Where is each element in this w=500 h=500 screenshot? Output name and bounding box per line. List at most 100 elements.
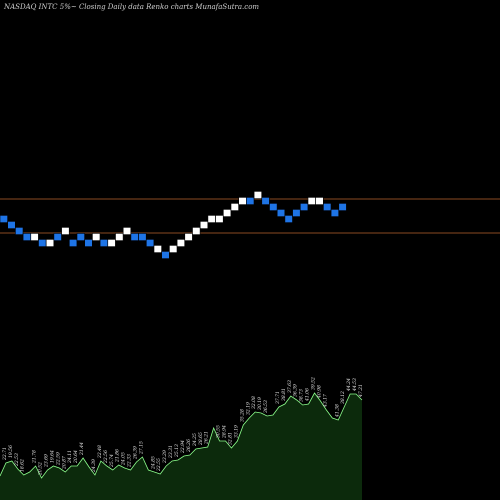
renko-brick: [199, 221, 209, 229]
volume-label: 47.21: [358, 384, 364, 398]
renko-brick: [122, 227, 132, 235]
renko-brick: [284, 215, 293, 223]
renko-brick: [22, 233, 32, 241]
renko-brick: [299, 203, 309, 211]
volume-label: 20.52: [38, 462, 44, 476]
volume-label: 43.17: [322, 394, 328, 408]
renko-brick: [138, 233, 147, 241]
renko-brick: [115, 233, 124, 241]
renko-brick: [253, 191, 263, 199]
renko-brick: [261, 197, 270, 205]
volume-label: 25.13: [174, 444, 180, 458]
volume-label: 38.12: [340, 391, 346, 404]
volume-label: 38.81: [281, 388, 287, 401]
volume-label: 23.31: [168, 445, 174, 459]
renko-brick: [0, 215, 8, 223]
renko-brick: [38, 239, 47, 247]
renko-brick: [84, 239, 93, 247]
renko-brick: [76, 233, 85, 241]
volume-label: 19.64: [49, 450, 55, 463]
renko-bricks: [0, 191, 347, 259]
volume-label: 30.55: [216, 425, 222, 438]
volume-label: 24.25: [192, 433, 198, 447]
renko-brick: [207, 215, 216, 223]
volume-label: 24.39: [91, 459, 97, 473]
volume-label: 44.53: [352, 378, 358, 392]
volume-label: 28.65: [198, 432, 204, 446]
volume-label: 26.26: [186, 439, 192, 453]
volume-label: 35.28: [239, 409, 245, 422]
volume-label: 21.78: [32, 450, 38, 464]
renko-brick: [292, 209, 301, 217]
volume-label: 39.52: [311, 377, 317, 390]
volume-label: 18.62: [20, 459, 26, 472]
renko-brick: [330, 209, 340, 217]
renko-brick: [15, 227, 24, 235]
renko-brick: [161, 251, 170, 259]
renko-brick: [184, 233, 193, 241]
volume-label: 24.05: [121, 452, 127, 466]
renko-brick: [69, 239, 78, 247]
renko-brick: [53, 233, 62, 241]
volume-label: 26.39: [132, 446, 138, 460]
volume-label: 16.88: [0, 460, 2, 473]
volume-label: 23.69: [43, 454, 49, 468]
renko-brick: [146, 239, 155, 247]
volume-label: 22.56: [103, 450, 109, 464]
volume-label: 33.19: [233, 425, 239, 438]
volume-label: 22.59: [55, 452, 61, 466]
renko-brick: [269, 203, 278, 211]
volume-label: 21.44: [79, 442, 85, 456]
renko-brick: [92, 233, 101, 241]
volume-label: 22.55: [156, 458, 162, 472]
renko-brick: [323, 203, 332, 211]
volume-label: 21.86: [115, 449, 121, 463]
renko-brick: [230, 203, 239, 211]
renko-brick: [30, 233, 39, 241]
volume-label: 44.24: [346, 378, 352, 392]
volume-label: 22.94: [180, 440, 186, 454]
renko-brick: [307, 197, 316, 205]
renko-brick: [276, 209, 286, 217]
chart-title: NASDAQ INTC 5%~ Closing Daily data Renko…: [3, 3, 259, 11]
volume-label: 24.85: [150, 456, 156, 470]
renko-brick: [223, 209, 232, 217]
renko-brick: [107, 239, 116, 247]
renko-brick: [7, 221, 16, 229]
renko-brick: [215, 215, 224, 223]
volume-label: 23.29: [162, 450, 168, 464]
volume-label: 22.53: [14, 453, 20, 467]
renko-brick: [45, 239, 55, 247]
volume-label: 40.98: [316, 385, 322, 399]
renko-brick: [338, 203, 347, 211]
volume-label: 37.63: [287, 380, 293, 393]
volume-label: 20.87: [61, 456, 67, 470]
volume-label: 27.15: [138, 441, 144, 455]
renko-brick: [246, 197, 255, 205]
volume-label: 32.81: [227, 432, 233, 445]
renko-brick: [153, 245, 162, 253]
volume-label: 20.64: [73, 450, 79, 464]
volume-label: 32.19: [245, 402, 251, 415]
volume-label: 28.94: [222, 425, 228, 439]
volume-label: 25.74: [109, 454, 115, 468]
renko-brick: [61, 227, 70, 235]
volume-label: 41.06: [305, 388, 311, 402]
volume-label: 22.71: [2, 447, 8, 461]
volume-line: [0, 392, 363, 479]
renko-brick: [176, 239, 186, 247]
volume-label: 36.39: [293, 384, 299, 397]
volume-label: 36.53: [263, 400, 269, 413]
renko-brick: [315, 197, 324, 205]
volume-label: 22.33: [127, 454, 133, 468]
volume-label: 32.08: [251, 396, 257, 409]
volume-label: 24.11: [67, 450, 73, 464]
volume-label: 30.19: [257, 397, 263, 410]
volume-label: 19.56: [8, 445, 14, 458]
renko-brick: [192, 227, 201, 235]
volume-label: 38.73: [299, 389, 305, 402]
volume-area: [0, 393, 362, 500]
volume-label: 26.21: [204, 431, 210, 445]
